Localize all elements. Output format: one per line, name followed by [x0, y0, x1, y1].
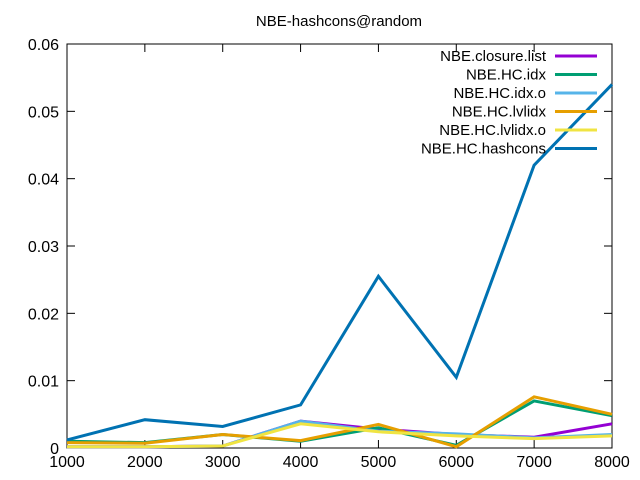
x-tick-label: 1000 — [49, 454, 85, 471]
y-tick-label: 0.02 — [28, 306, 59, 323]
x-tick-label: 8000 — [594, 454, 630, 471]
x-tick-label: 6000 — [438, 454, 474, 471]
series-lines — [66, 83, 614, 449]
series-line-nbe-hc-lvlidx-o — [67, 422, 613, 449]
x-tick-label: 2000 — [127, 454, 163, 471]
x-tick-label: 7000 — [516, 454, 552, 471]
x-tick-label: 3000 — [205, 454, 241, 471]
y-tick-label: 0.03 — [28, 239, 59, 256]
legend-label: NBE.HC.idx.o — [453, 85, 546, 102]
legend-label: NBE.HC.idx — [466, 67, 547, 84]
y-tick-label: 0.01 — [28, 374, 59, 391]
y-tick-label: 0.05 — [28, 104, 59, 121]
series-line-nbe-hc-lvlidx — [66, 395, 613, 449]
chart-title: NBE-hashcons@random — [256, 13, 422, 30]
axis-ticks: 0 0.01 0.02 0.03 0.04 0.05 0.06 1000 2000 3000 400… — [28, 37, 630, 471]
legend-label: NBE.HC.hashcons — [421, 141, 546, 158]
legend-label: NBE.closure.list — [440, 48, 547, 65]
y-tick-label: 0.06 — [28, 37, 59, 54]
legend-label: NBE.HC.lvlidx — [452, 104, 547, 121]
y-tick-label: 0.04 — [28, 172, 59, 189]
x-tick-label: 4000 — [283, 454, 319, 471]
y-tick-label: 0 — [50, 441, 59, 458]
x-tick-label: 5000 — [361, 454, 397, 471]
legend-label: NBE.HC.lvlidx.o — [439, 122, 546, 139]
series-line-nbe-hc-hashcons — [66, 83, 614, 442]
